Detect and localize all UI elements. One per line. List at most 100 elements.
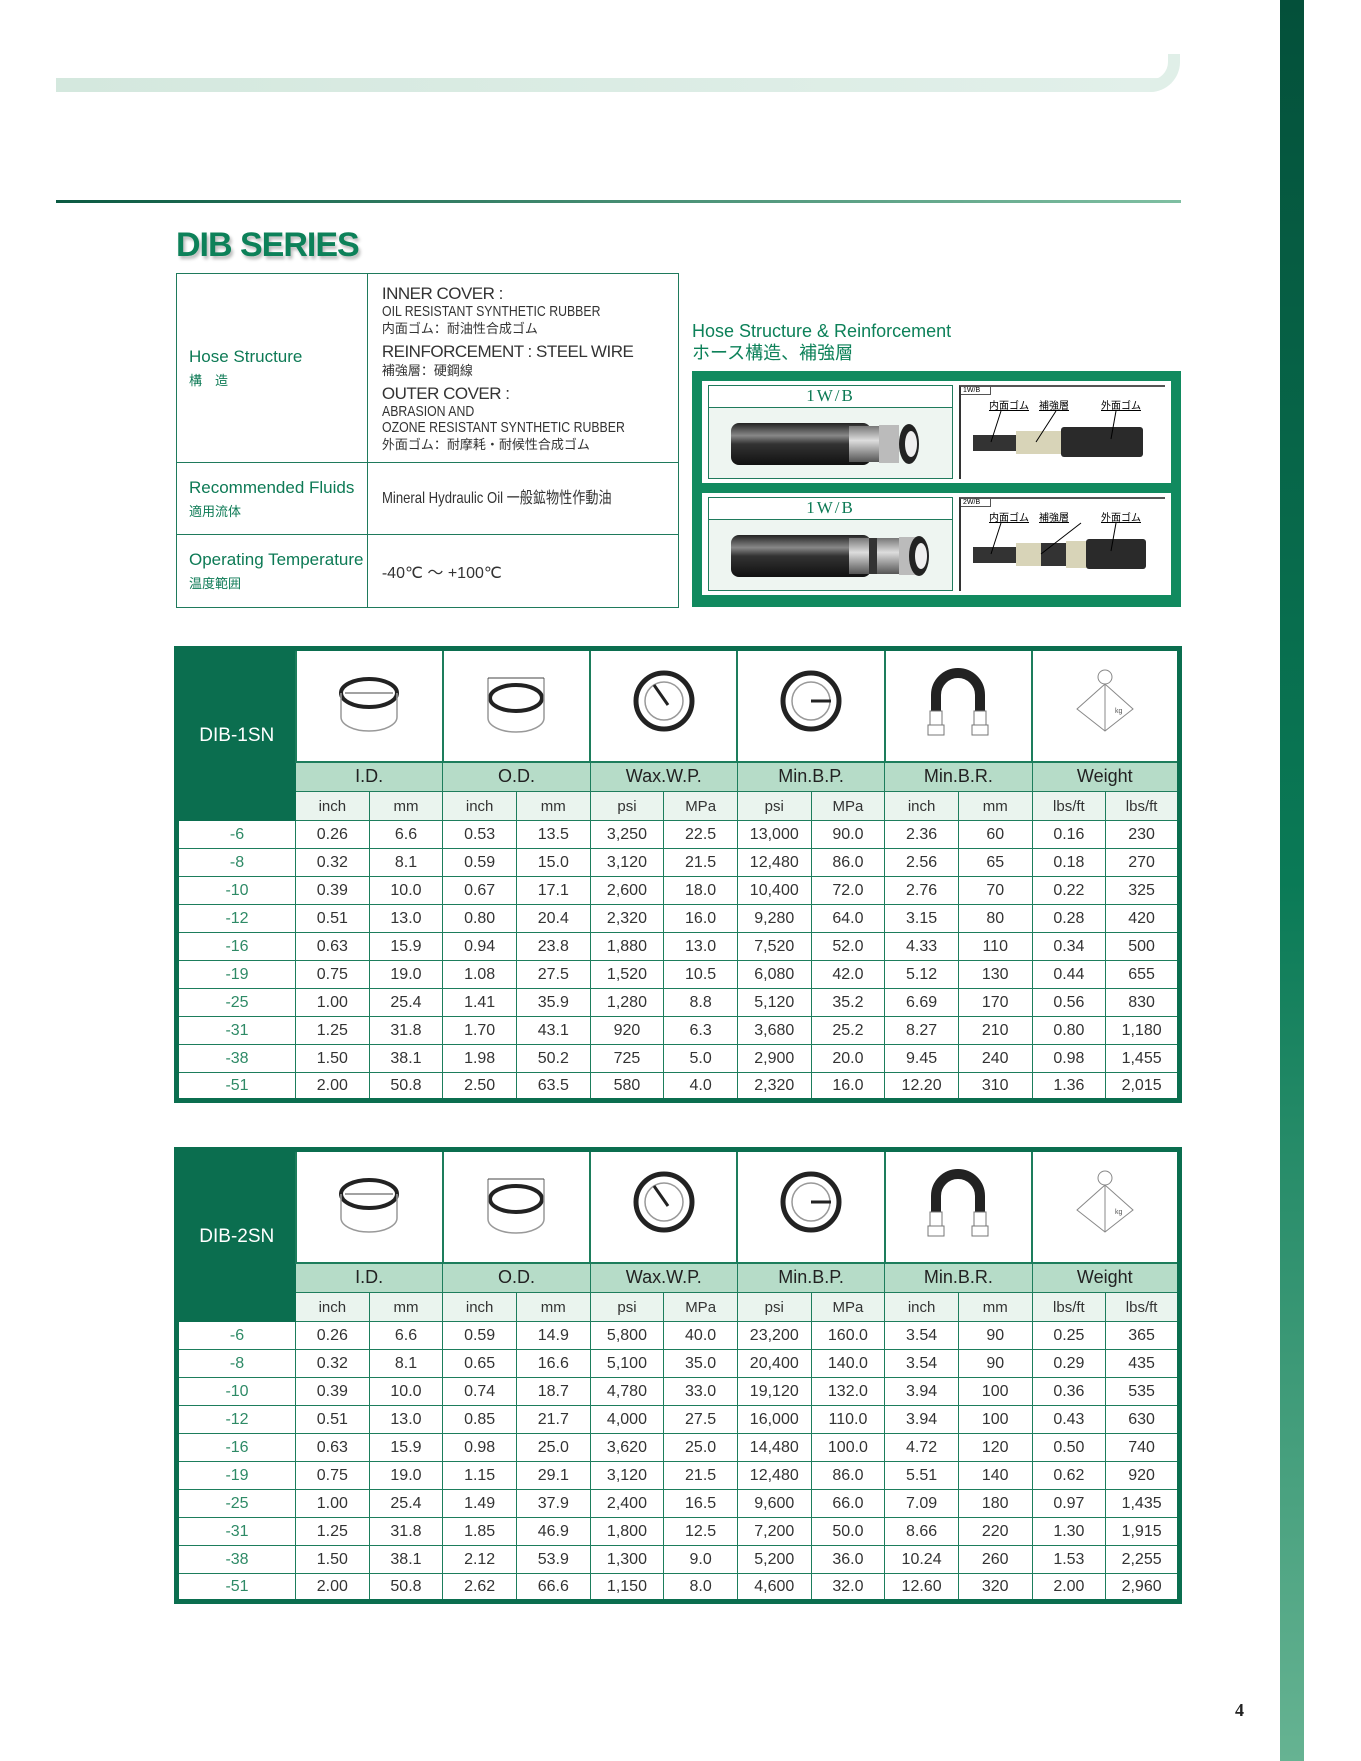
value-cell: 66.0 [810,1489,886,1518]
value-cell: 10.0 [368,876,444,905]
value-cell: 2.00 [1031,1573,1107,1602]
value-cell: 830 [1105,988,1180,1017]
structure-line: ABRASION AND [381,402,475,420]
value-cell: 320 [957,1573,1033,1602]
value-cell: 2.62 [442,1573,517,1602]
column-header: Wax.W.P. [589,761,738,792]
structure-ja: 補強層：硬鋼線 [381,362,473,378]
value-cell: 1.00 [295,988,370,1017]
decorative-top-curl [1150,54,1180,92]
value-cell: 1.30 [1031,1517,1107,1546]
value-cell: 25.4 [368,1489,444,1518]
value-cell: 72.0 [810,876,886,905]
value-cell: 19.0 [368,1461,444,1490]
value-cell: 64.0 [810,904,886,933]
burst-gauge-icon [780,670,842,732]
value-cell: 13,000 [736,820,812,849]
diagram-callout: 内面ゴム [989,513,1029,524]
value-cell: 42.0 [810,960,886,989]
spec-label-ja: 適用流体 [189,503,242,519]
value-cell: 1.25 [295,1016,370,1045]
value-cell: 0.36 [1031,1377,1107,1406]
value-cell: 22.5 [663,820,738,849]
value-cell: 3,120 [589,1461,665,1490]
value-cell: 1.41 [442,988,517,1017]
unit-row: inch mm inch mm psi MPa psi MPa inch mm lbs/ft lbs/… [177,1292,1180,1322]
value-cell: 0.51 [295,904,370,933]
value-cell: 5,200 [736,1545,812,1574]
value-cell: 9,600 [736,1489,812,1518]
value-cell: 63.5 [515,1072,591,1101]
table-row: -19 0.75 19.0 1.08 27.5 1,520 10.5 6,080 42.0 5.1… [176,960,1180,989]
hose-structure-panel: 1W/B 1W/B 内面ゴム 補強層 外面ゴム 1W/B 2W/B 内面ゴム 補強層外… [692,371,1181,607]
size-cell: -25 [176,988,296,1017]
hose-structure-title-ja: ホース構造、補強層 [692,343,854,363]
value-cell: 12,480 [736,1461,812,1490]
unit-header: psi [736,1292,812,1322]
value-cell: 18.7 [515,1377,591,1406]
diagram-callout: 補強層 [1039,401,1069,412]
value-cell: 1,915 [1105,1517,1180,1546]
table-row: -25 1.00 25.4 1.41 35.9 1,280 8.8 5,120 35.2 6.69… [176,988,1180,1017]
value-cell: 0.56 [1031,988,1107,1017]
unit-header: lbs/ft [1031,791,1107,821]
value-cell: 725 [589,1044,665,1073]
value-cell: 66.6 [515,1573,591,1602]
value-cell: 38.1 [368,1044,444,1073]
value-cell: 3.15 [884,904,959,933]
value-cell: 0.94 [442,932,517,961]
value-cell: 1,800 [589,1517,665,1546]
value-cell: 1.15 [442,1461,517,1490]
value-cell: 35.0 [663,1349,738,1378]
value-cell: 3,120 [589,848,665,877]
value-cell: 80 [957,904,1033,933]
value-cell: 0.26 [295,820,370,849]
value-cell: 27.5 [663,1405,738,1434]
value-cell: 1.50 [295,1044,370,1073]
unit-header: mm [368,1292,444,1322]
value-cell: 5,120 [736,988,812,1017]
value-cell: 8.8 [663,988,738,1017]
value-cell: 140.0 [810,1349,886,1378]
size-cell: -19 [176,1461,296,1490]
unit-row: inch mm inch mm psi MPa psi MPa inch mm lbs/ft lbs/… [177,791,1180,821]
size-cell: -19 [176,960,296,989]
size-cell: -12 [176,1405,296,1434]
table-row: -38 1.50 38.1 1.98 50.2 725 5.0 2,900 20.0 9.45 24… [176,1044,1180,1073]
hose-layer-diagram-icon [973,522,1146,569]
value-cell: 40.0 [663,1321,738,1350]
unit-header: MPa [810,791,886,821]
value-cell: 230 [1105,820,1180,849]
value-cell: 210 [957,1016,1033,1045]
bend-radius-icon [927,1169,989,1237]
hose-structure-title-en: Hose Structure & Reinforcement [692,321,952,341]
value-cell: 0.63 [295,1433,370,1462]
value-cell: 3,620 [589,1433,665,1462]
value-cell: 2.50 [442,1072,517,1101]
series-label: DIB-2SN [176,1149,296,1322]
value-cell: 15.9 [368,932,444,961]
icon-row: DIB-2SN kg [176,1148,1181,1322]
value-cell: 50.0 [810,1517,886,1546]
hose-layer-diagram-icon [973,410,1143,457]
spec-label-ja: 構 造 [189,373,229,388]
spec-value: Mineral Hydraulic Oil 一般鉱物性作動油 [366,462,680,535]
structure-ja: 内面ゴム：耐油性合成ゴム [381,320,538,336]
table-row: -6 0.26 6.6 0.53 13.5 3,250 22.5 13,000 90.0 2.36… [176,820,1180,849]
table-row: -19 0.75 19.0 1.15 29.1 3,120 21.5 12,480 86.0 5.… [176,1461,1180,1490]
value-cell: 4.33 [884,932,959,961]
value-cell: 8.1 [368,1349,444,1378]
value-cell: 46.9 [515,1517,591,1546]
structure-line: OZONE RESISTANT SYNTHETIC RUBBER [381,418,625,436]
pressure-gauge-icon [633,1171,695,1233]
value-cell: 6.6 [368,1321,444,1350]
value-cell: 0.67 [442,876,517,905]
value-cell: 1.36 [1031,1072,1107,1101]
value-cell: 0.29 [1031,1349,1107,1378]
value-cell: 6.69 [884,988,959,1017]
size-cell: -16 [176,1433,296,1462]
value-cell: 2.00 [295,1573,370,1602]
temperature-value: -40℃ ～ +100℃ [381,565,502,582]
table-row: -38 1.50 38.1 2.12 53.9 1,300 9.0 5,200 36.0 10.2… [176,1545,1180,1574]
value-cell: 13.0 [368,904,444,933]
